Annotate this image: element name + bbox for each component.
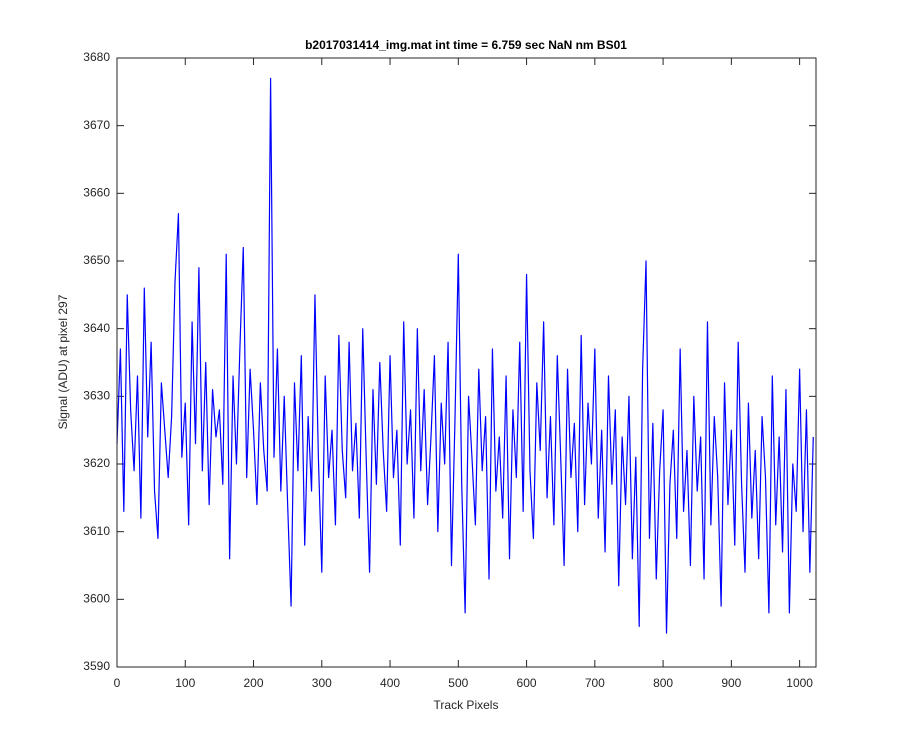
y-tick-label: 3640 xyxy=(83,321,110,335)
x-axis-label: Track Pixels xyxy=(434,698,499,712)
data-line xyxy=(116,77,814,634)
y-tick-label: 3660 xyxy=(83,186,110,200)
x-tick-label: 800 xyxy=(653,676,673,690)
x-tick-label: 500 xyxy=(448,676,468,690)
x-tick-label: 300 xyxy=(312,676,332,690)
x-tick-label: 400 xyxy=(380,676,400,690)
y-tick-label: 3590 xyxy=(83,659,110,673)
chart-title: b2017031414_img.mat int time = 6.759 sec… xyxy=(305,38,627,52)
x-tick-label: 700 xyxy=(585,676,605,690)
x-tick-label: 0 xyxy=(114,676,121,690)
y-tick-label: 3600 xyxy=(83,592,110,606)
x-tick-label: 900 xyxy=(721,676,741,690)
y-axis-label: Signal (ADU) at pixel 297 xyxy=(56,294,70,429)
y-tick-label: 3610 xyxy=(83,524,110,538)
y-tick-label: 3650 xyxy=(83,253,110,267)
y-tick-label: 3620 xyxy=(83,456,110,470)
y-tick-label: 3670 xyxy=(83,118,110,132)
x-tick-label: 100 xyxy=(175,676,195,690)
y-tick-label: 3630 xyxy=(83,389,110,403)
y-tick-label: 3680 xyxy=(83,50,110,64)
plot-area xyxy=(117,58,816,667)
x-tick-label: 600 xyxy=(517,676,537,690)
x-tick-label: 200 xyxy=(244,676,264,690)
x-tick-label: 1000 xyxy=(786,676,813,690)
axes-box xyxy=(116,57,817,668)
